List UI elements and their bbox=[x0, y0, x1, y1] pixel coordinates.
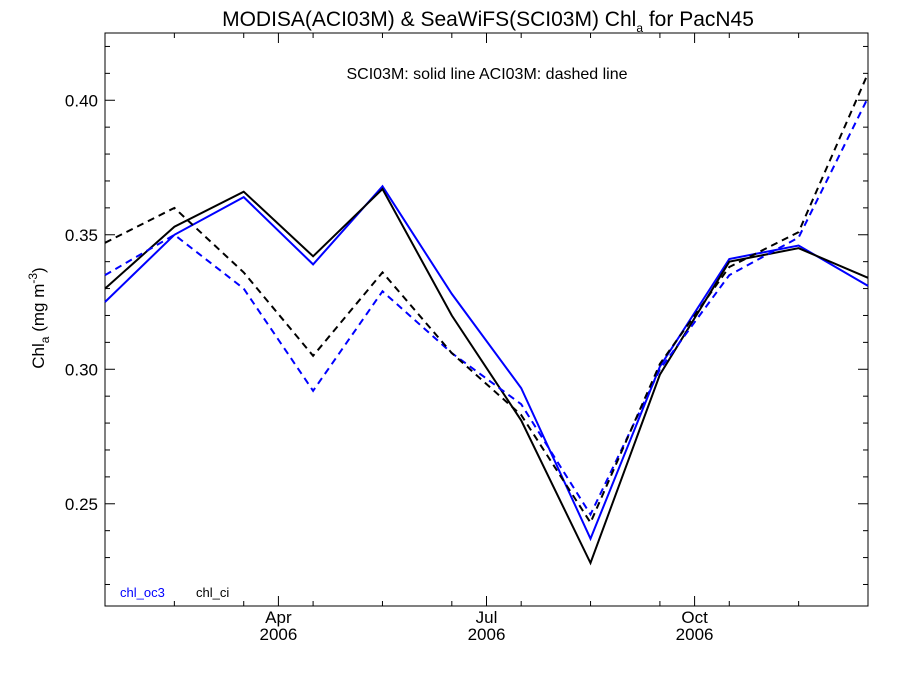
y-axis-label-close: ) bbox=[29, 267, 48, 273]
y-axis-label-unit: (mg m bbox=[29, 284, 48, 337]
y-axis-label-main: Chl bbox=[29, 343, 48, 369]
y-tick-label: 0.35 bbox=[65, 226, 98, 245]
line-style-annotation: SCI03M: solid line ACI03M: dashed line bbox=[346, 66, 627, 83]
x-tick-label-year: 2006 bbox=[676, 625, 714, 644]
legend-chl-oc3: chl_oc3 bbox=[120, 585, 165, 600]
x-tick-label-month: Jul bbox=[476, 608, 498, 627]
legend-chl-ci: chl_ci bbox=[196, 585, 229, 600]
chart-title-subscript: a bbox=[636, 21, 643, 35]
y-tick-label: 0.30 bbox=[65, 360, 98, 379]
series-line-aci03m-chl-ci bbox=[104, 72, 869, 525]
y-tick-label: 0.40 bbox=[65, 91, 98, 110]
x-tick-label-year: 2006 bbox=[259, 625, 297, 644]
y-axis-label-subscript: a bbox=[38, 336, 52, 343]
plot-frame bbox=[104, 32, 869, 607]
x-tick-label-month: Apr bbox=[265, 608, 292, 627]
y-axis-label-exponent: -3 bbox=[26, 273, 40, 284]
series-line-aci03m-chl-oc3 bbox=[104, 97, 869, 517]
series-line-sci03m-chl-ci bbox=[104, 187, 869, 566]
x-tick-label-month: Oct bbox=[681, 608, 708, 627]
x-tick-label-year: 2006 bbox=[468, 625, 506, 644]
y-tick-label: 0.25 bbox=[65, 495, 98, 514]
series-line-sci03m-chl-oc3 bbox=[104, 184, 869, 542]
chart-title-main: MODISA(ACI03M) & SeaWiFS(SCI03M) Chl bbox=[222, 8, 636, 31]
series-lines bbox=[104, 72, 869, 566]
y-axis-label: Chla (mg m-3) bbox=[26, 267, 52, 368]
chart-title: MODISA(ACI03M) & SeaWiFS(SCI03M) Chla fo… bbox=[222, 8, 754, 35]
chart-title-tail: for PacN45 bbox=[643, 8, 754, 31]
